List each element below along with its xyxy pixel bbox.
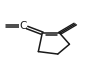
Text: C: C	[19, 21, 27, 31]
